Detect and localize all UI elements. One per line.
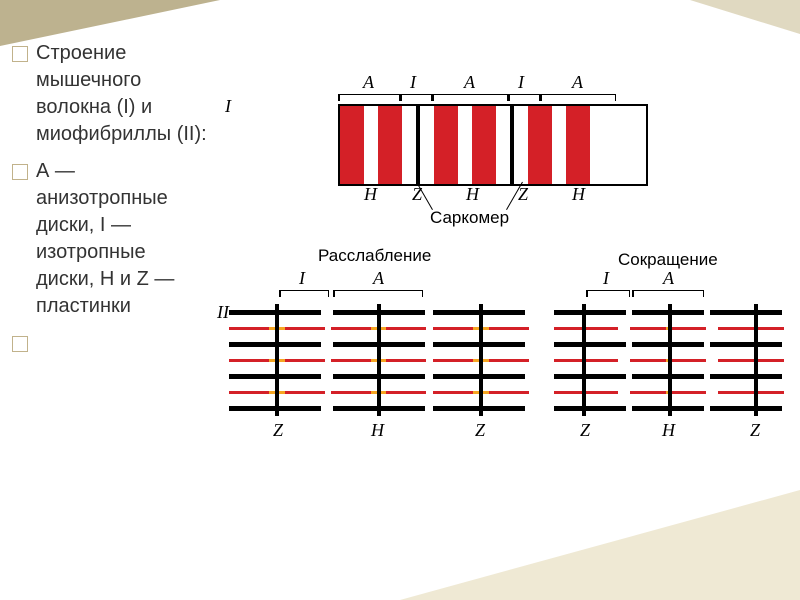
sarcomere-caption: Саркомер — [430, 208, 509, 228]
d1-bottom-label: H — [364, 184, 377, 205]
d2-bottom-label: Z — [475, 420, 485, 441]
d2-top-label: I — [299, 268, 305, 289]
d2-bottom-label: Z — [580, 420, 590, 441]
bullet-marker-icon — [12, 164, 28, 180]
d1-top-label: A — [363, 72, 374, 93]
d1-top-label: I — [518, 72, 524, 93]
d1-top-label: A — [572, 72, 583, 93]
slide: Строение мышечного волокна (I) и миофибр… — [0, 0, 800, 600]
bullet-3-empty — [12, 330, 207, 352]
diagram-area: I AIAIA HZHZH Саркомер II Расслабление С… — [213, 44, 788, 484]
bullet-2-text: А — анизотропные диски, I — изотропные д… — [36, 158, 207, 320]
contraction-diagram: IAZHZ — [558, 304, 783, 416]
d2-top-label: I — [603, 268, 609, 289]
bullet-1-text: Строение мышечного волокна (I) и миофибр… — [36, 40, 207, 148]
bullet-2: А — анизотропные диски, I — изотропные д… — [12, 158, 207, 320]
d1-top-label: A — [464, 72, 475, 93]
d2-bottom-label: Z — [273, 420, 283, 441]
d1-bottom-label: H — [466, 184, 479, 205]
contract-title: Сокращение — [618, 250, 718, 270]
roman-I-label: I — [225, 96, 231, 117]
bullet-marker-icon — [12, 46, 28, 62]
d1-top-label: I — [410, 72, 416, 93]
d2-bottom-label: H — [371, 420, 384, 441]
corner-br-shade — [400, 490, 800, 600]
corner-tr-shade — [690, 0, 800, 34]
bullet-marker-icon — [12, 336, 28, 352]
d2-bottom-label: Z — [750, 420, 760, 441]
d2-top-label: A — [373, 268, 384, 289]
text-column: Строение мышечного волокна (I) и миофибр… — [12, 40, 207, 362]
d2-bottom-label: H — [662, 420, 675, 441]
diagram-I: AIAIA HZHZH Саркомер — [338, 76, 648, 236]
sarcomere-band — [338, 104, 648, 186]
d1-bottom-label: H — [572, 184, 585, 205]
d2-top-label: A — [663, 268, 674, 289]
relaxation-diagram: IAZHZ — [233, 304, 528, 416]
bullet-1: Строение мышечного волокна (I) и миофибр… — [12, 40, 207, 148]
roman-II-label: II — [217, 302, 229, 323]
relax-title: Расслабление — [318, 246, 431, 266]
